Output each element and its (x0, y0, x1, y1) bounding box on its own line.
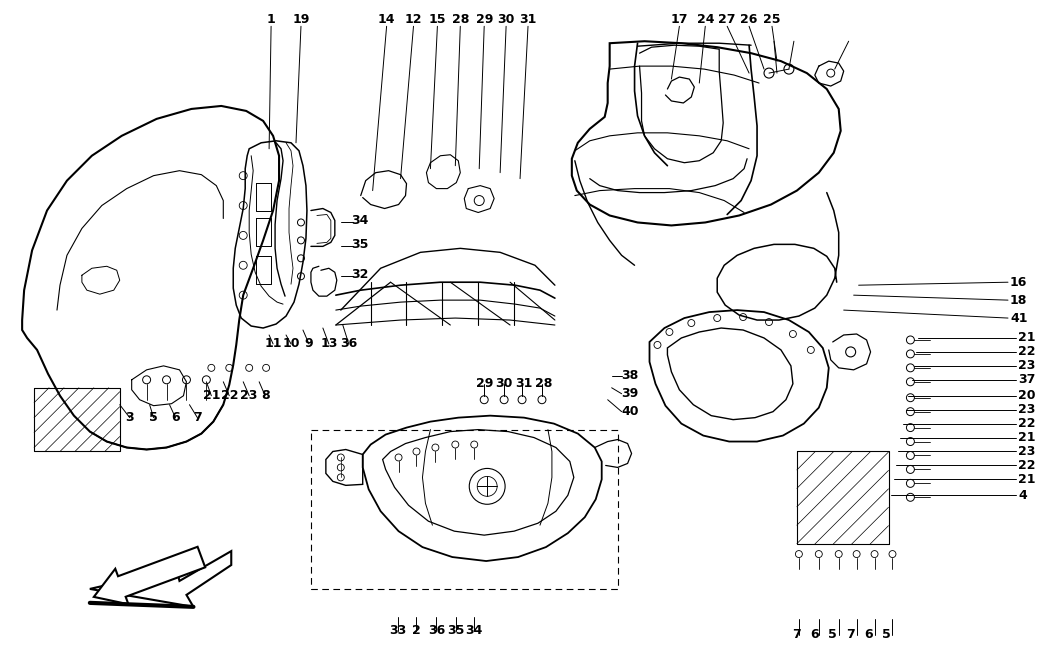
Text: 5: 5 (828, 628, 837, 641)
Text: 41: 41 (1010, 311, 1028, 325)
Text: 23: 23 (1018, 403, 1035, 416)
Text: 13: 13 (320, 337, 338, 351)
Text: 24: 24 (696, 13, 714, 26)
Text: 36: 36 (340, 337, 357, 351)
Text: 35: 35 (351, 238, 368, 251)
Text: 5: 5 (882, 628, 891, 641)
Text: 37: 37 (1018, 373, 1035, 386)
Text: 21: 21 (1018, 331, 1035, 345)
Text: 22: 22 (1018, 345, 1035, 359)
Text: 34: 34 (351, 214, 368, 227)
Text: 26: 26 (741, 13, 758, 26)
Text: 38: 38 (622, 369, 639, 382)
Text: 40: 40 (622, 405, 639, 418)
Text: 4: 4 (1018, 489, 1027, 502)
Text: 32: 32 (351, 268, 368, 281)
Text: 23: 23 (240, 389, 258, 402)
Text: 28: 28 (452, 13, 469, 26)
Text: 27: 27 (719, 13, 736, 26)
Text: 5: 5 (149, 411, 158, 424)
Text: 2: 2 (412, 624, 421, 637)
Text: 30: 30 (497, 13, 514, 26)
Text: 31: 31 (516, 377, 533, 390)
Text: 31: 31 (520, 13, 537, 26)
Text: 3: 3 (125, 411, 134, 424)
Text: 29: 29 (475, 377, 493, 390)
Text: 18: 18 (1010, 293, 1027, 307)
Text: 25: 25 (763, 13, 780, 26)
Text: 22: 22 (1018, 417, 1035, 430)
Text: 16: 16 (1010, 276, 1027, 289)
Text: 21: 21 (1018, 473, 1035, 486)
Text: 30: 30 (495, 377, 512, 390)
Text: 10: 10 (283, 337, 300, 351)
Text: 29: 29 (475, 13, 493, 26)
Text: 23: 23 (1018, 359, 1035, 373)
Text: 19: 19 (292, 13, 309, 26)
Text: 28: 28 (536, 377, 553, 390)
Text: 36: 36 (427, 624, 445, 637)
Text: 14: 14 (377, 13, 395, 26)
Text: 39: 39 (622, 387, 639, 400)
Text: 21: 21 (1018, 431, 1035, 444)
Text: 34: 34 (466, 624, 483, 637)
Text: 6: 6 (171, 411, 180, 424)
Text: 21: 21 (203, 389, 220, 402)
Text: 11: 11 (265, 337, 282, 351)
Text: 8: 8 (260, 389, 269, 402)
Text: 20: 20 (1018, 389, 1035, 402)
FancyArrow shape (94, 546, 205, 604)
Text: 23: 23 (1018, 445, 1035, 458)
Text: 7: 7 (793, 628, 802, 641)
Text: 17: 17 (671, 13, 688, 26)
Text: 33: 33 (389, 624, 406, 637)
Text: 22: 22 (1018, 459, 1035, 472)
Text: 7: 7 (846, 628, 855, 641)
Polygon shape (90, 551, 232, 607)
Text: 35: 35 (448, 624, 465, 637)
Text: 6: 6 (864, 628, 873, 641)
Text: 9: 9 (305, 337, 314, 351)
Text: 1: 1 (267, 13, 275, 26)
Text: 22: 22 (220, 389, 238, 402)
Text: 6: 6 (810, 628, 820, 641)
Text: 7: 7 (193, 411, 202, 424)
Text: 15: 15 (428, 13, 446, 26)
Text: 12: 12 (405, 13, 422, 26)
